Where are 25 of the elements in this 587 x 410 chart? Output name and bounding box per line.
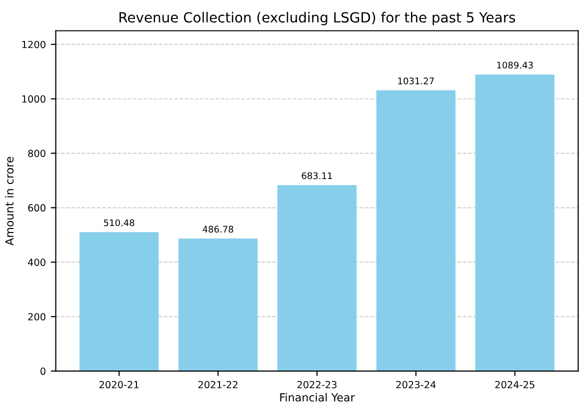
y-tick-label: 1000 (22, 95, 46, 103)
data-label: 683.11 (302, 172, 332, 180)
bar (277, 185, 357, 372)
data-label: 510.48 (104, 219, 134, 226)
y-tick-label: 600 (28, 204, 46, 212)
x-axis-title: Financial Year (280, 392, 355, 402)
y-tick-label: 200 (28, 313, 46, 320)
x-tick-label: 2024-25 (495, 380, 534, 388)
x-tick-label: 2020-21 (99, 380, 139, 388)
data-label: 486.78 (202, 226, 234, 233)
y-tick-label: 1200 (22, 40, 46, 48)
y-tick-label: 400 (28, 258, 46, 266)
bar (80, 232, 159, 372)
data-label: 1089.43 (497, 62, 533, 69)
chart-title: Revenue Collection (excluding LSGD) for the past 5 Years (120, 12, 516, 26)
x-tick-label: 2023-24 (396, 380, 436, 388)
y-tick-label: 0 (40, 368, 46, 375)
bar (178, 238, 258, 372)
x-tick-label: 2021-22 (198, 380, 238, 388)
bar (376, 90, 456, 372)
y-tick-label: 800 (28, 150, 46, 158)
y-axis-title: Amount in crore (4, 156, 14, 246)
data-label: 1031.27 (398, 78, 434, 84)
bar (475, 74, 554, 372)
x-tick-label: 2022-23 (297, 380, 337, 388)
